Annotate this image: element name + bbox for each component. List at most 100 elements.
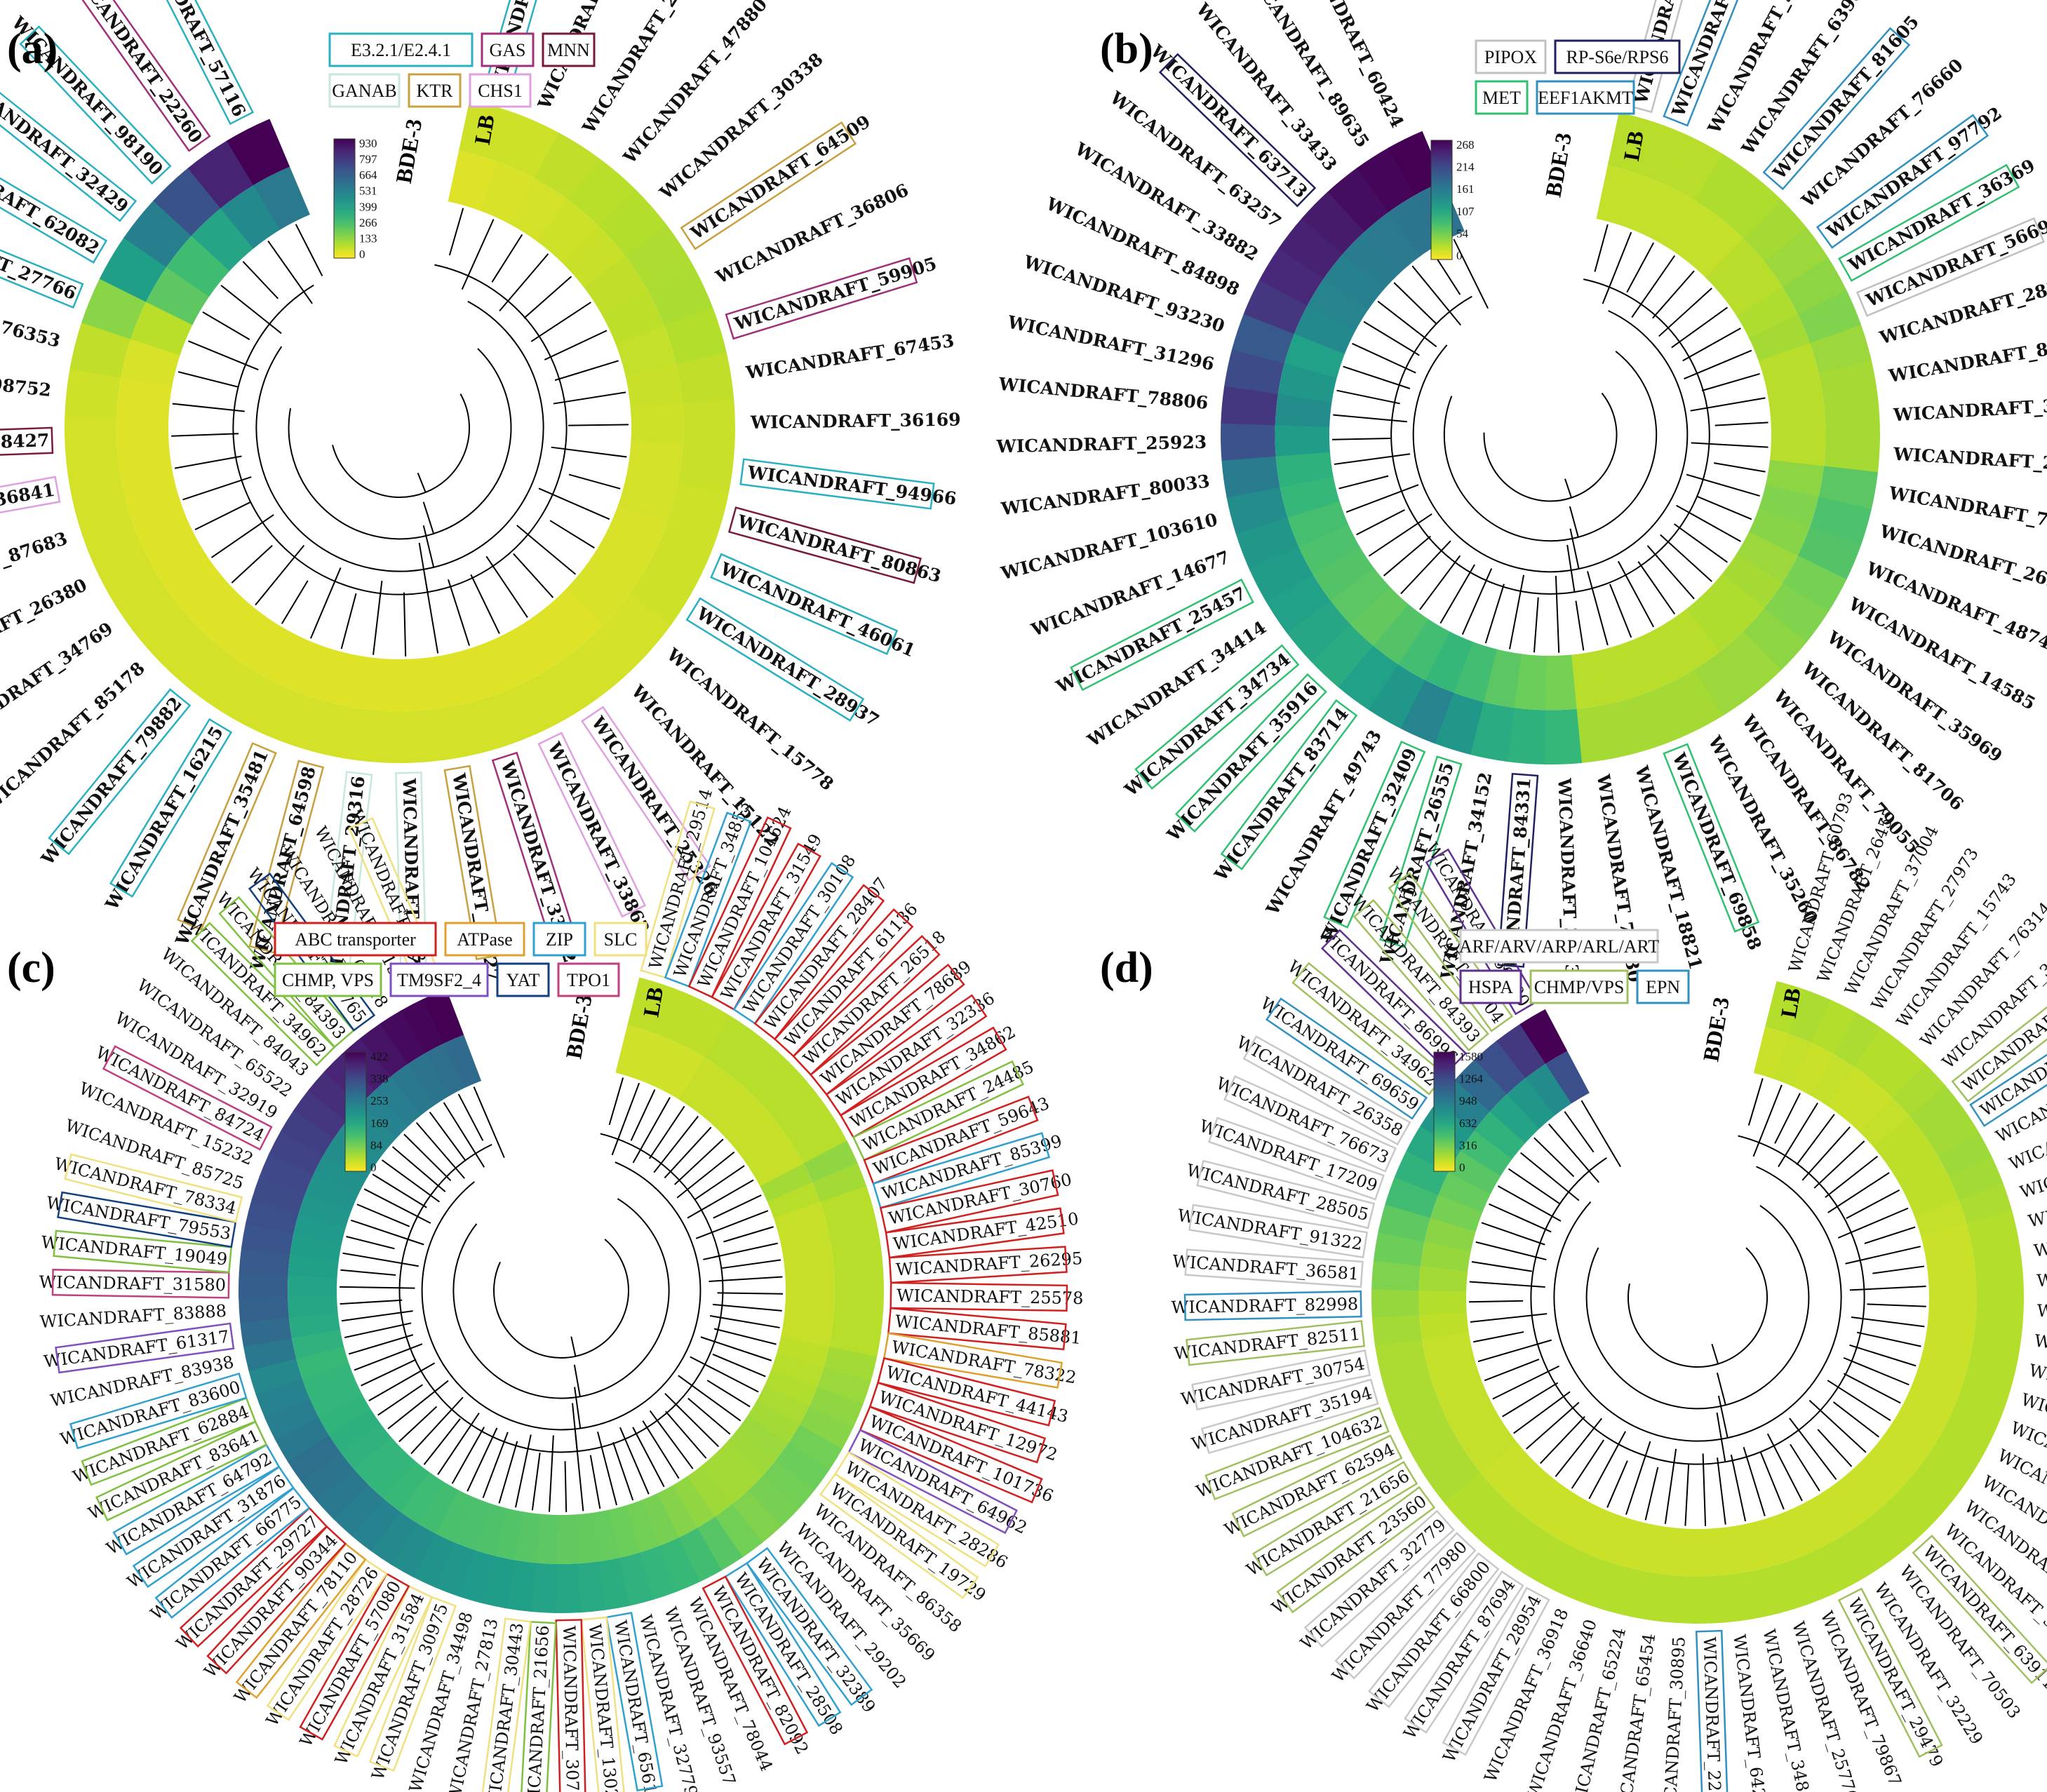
category-box [1070,578,1254,692]
heat-cell-lb [1388,194,1442,257]
heat-cell-bde [676,352,734,405]
branch [417,472,427,493]
branch [523,276,572,319]
branch [461,219,495,290]
colorbar [344,1051,367,1172]
heat-cell-lb [1480,1442,1531,1492]
heat-cell-lb [1844,1082,1893,1133]
heat-cell-bde [1470,701,1515,762]
heat-cell-bde [1966,1211,2019,1248]
branch [700,1336,772,1361]
heat-cell-lb [514,610,575,674]
category-box [132,1465,295,1589]
heat-cell-bde [1975,1267,2024,1298]
heat-cell-bde [603,593,672,661]
heat-cell-lb [737,1415,789,1460]
branch [1664,1448,1677,1524]
category-box [1837,1587,1943,1758]
category-box [879,1169,1059,1234]
heat-cell-lb [328,1408,381,1453]
branch [1849,1344,1917,1367]
gene-label: WICANDRAFT_49743 [1262,727,1385,919]
heat-cell-lb [1670,1528,1696,1577]
branch [648,1105,685,1159]
branch [1469,1300,1524,1303]
category-box [1353,898,1489,1052]
heat-cell-bde [1555,1548,1599,1603]
heat-cell-lb [1313,546,1374,601]
gene-label-group: WICANDRAFT_82998 [1171,1290,1362,1321]
category-box [1196,1159,1376,1230]
heat-cell-lb [535,1514,558,1564]
colorbar-tick: 169 [370,1117,389,1130]
heat-cell-lb [1665,609,1720,671]
branch [1334,453,1411,465]
heat-cell-bde [598,189,667,257]
branch [722,1259,781,1269]
branch [1513,1391,1571,1434]
heat-cell-lb [1433,1371,1486,1410]
branch [1845,1246,1921,1265]
category-box [112,1443,281,1556]
branch [1789,1417,1837,1480]
category-box [1404,1570,1524,1734]
category-box [1334,1532,1477,1680]
gene-label: WICANDRAFT_80765 [2036,1301,2047,1328]
category-box [299,1572,410,1741]
gene-label-group: WICANDRAFT_32833 [1892,393,2047,425]
branch [381,1159,440,1203]
heat-cell-lb [760,1163,813,1203]
heat-cell-bde [458,1549,495,1604]
branch [673,1138,724,1185]
category-box [1242,1035,1411,1146]
branch [1594,224,1609,272]
branch [642,1420,680,1479]
gene-label-group: WICANDRAFT_36581 [1172,1248,1364,1288]
branch [1539,1416,1585,1464]
heat-cell-lb [751,1145,804,1187]
heat-cell-lb [383,1461,429,1512]
colorbar-tick: 0 [1459,1161,1465,1174]
heat-cell-lb [1453,641,1497,702]
heat-cell-lb [354,1436,403,1485]
heat-cell-lb [1907,1376,1960,1416]
heat-cell-lb [601,289,665,345]
heat-cell-bde [1972,1320,2023,1354]
heat-cell-lb [425,1043,466,1096]
branch [1711,1343,1719,1364]
heat-cell-bde [747,1475,799,1528]
legend-swatch [532,922,586,957]
category-box [640,800,716,979]
legend-label: PIPOX [1484,47,1537,67]
branch [1796,1114,1835,1166]
branch [1492,1365,1559,1400]
heat-cell-bde [1385,1176,1439,1218]
heat-cell-bde [1949,1392,2005,1436]
branch [574,1387,582,1429]
category-box [1220,699,1358,870]
heat-cell-bde [1790,1551,1834,1605]
gene-label-group: WICANDRAFT_88427 [0,426,54,461]
heat-cell-bde [666,483,729,541]
heat-cell-bde [89,534,156,598]
heat-cell-bde [1637,684,1690,748]
legend-swatch [274,962,382,997]
branch [415,1122,465,1179]
branch [174,455,242,469]
heat-cell-lb [1792,1043,1834,1096]
heat-cell-lb [1298,524,1360,575]
legend-label: RP-S6e/RPS6 [1566,47,1669,67]
heat-cell-lb [1418,1265,1468,1292]
branch [515,1434,532,1508]
branch [467,1427,498,1492]
heat-cell-lb [318,1394,371,1436]
heat-cell-bde [1371,1288,1420,1319]
branch [1867,1303,1926,1307]
legend-label: KTR [417,81,454,101]
category-box [710,553,899,656]
heat-cell-lb [375,1076,422,1126]
heat-cell-bde [99,237,167,302]
heat-cell-bde [1743,1567,1780,1619]
heat-cell-lb [615,325,676,377]
heat-cell-lb [1829,1475,1877,1528]
